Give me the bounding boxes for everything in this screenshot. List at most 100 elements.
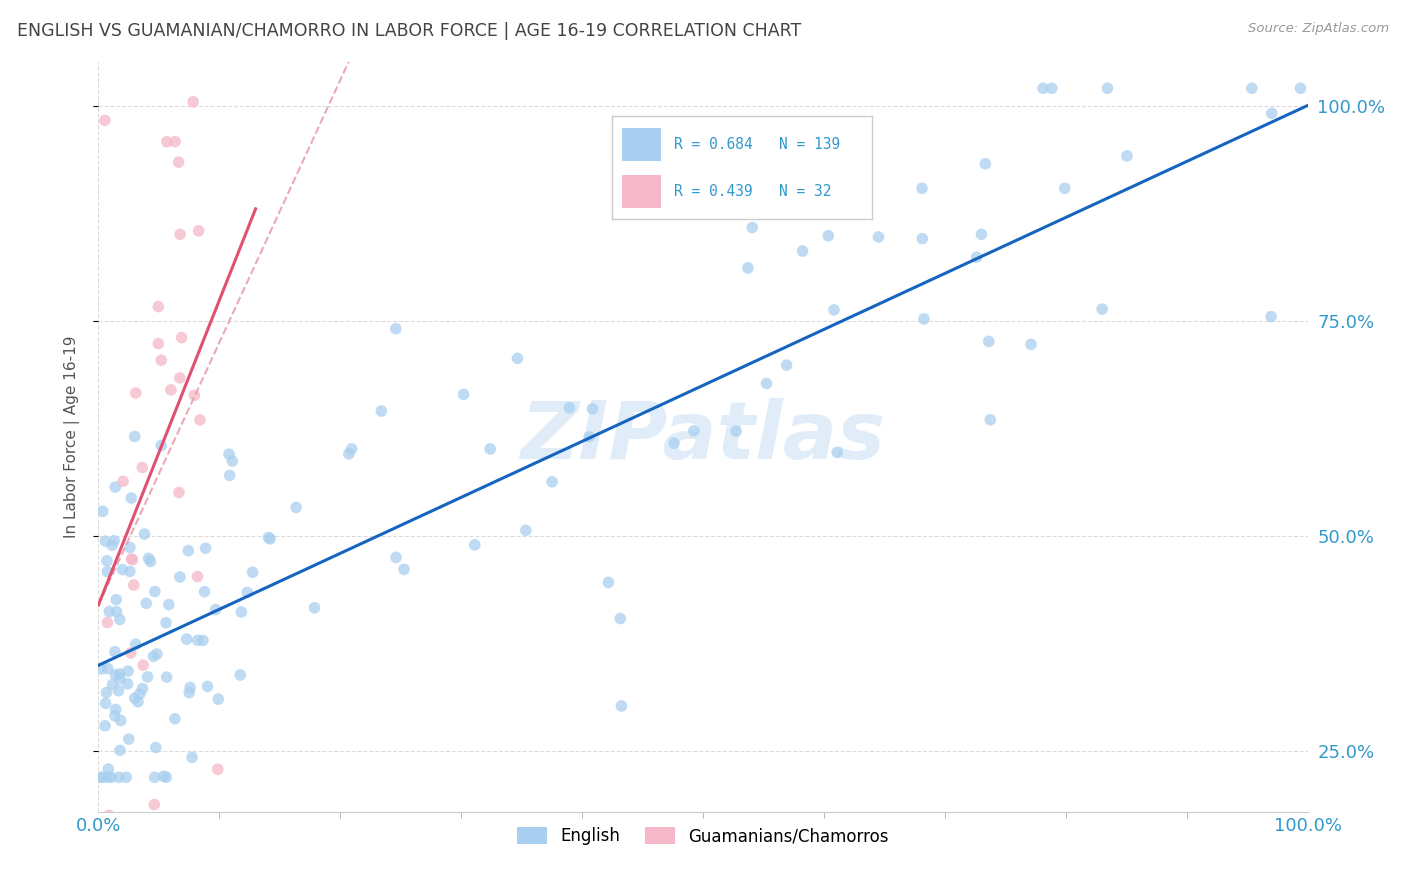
Point bbox=[911, 232, 934, 246]
Point bbox=[1040, 81, 1063, 95]
Point bbox=[127, 695, 149, 709]
Point bbox=[259, 532, 281, 546]
Point bbox=[160, 383, 183, 397]
Point bbox=[146, 647, 169, 661]
Point bbox=[725, 424, 748, 438]
Point bbox=[187, 224, 209, 238]
Point bbox=[598, 575, 620, 590]
Point bbox=[89, 770, 111, 784]
Y-axis label: In Labor Force | Age 16-19: In Labor Force | Age 16-19 bbox=[65, 335, 80, 539]
Point bbox=[741, 220, 763, 235]
Point bbox=[823, 302, 845, 317]
Point bbox=[385, 322, 408, 336]
Point bbox=[100, 770, 122, 784]
Point bbox=[1053, 181, 1076, 195]
Point bbox=[825, 445, 848, 459]
Point bbox=[108, 770, 131, 784]
Point bbox=[150, 438, 173, 452]
Point bbox=[156, 670, 179, 684]
Point bbox=[128, 687, 150, 701]
Point bbox=[121, 552, 143, 566]
Point bbox=[118, 565, 141, 579]
Point bbox=[236, 585, 259, 599]
Point bbox=[581, 401, 603, 416]
Point bbox=[118, 541, 141, 555]
Point bbox=[221, 454, 243, 468]
Point bbox=[179, 686, 201, 700]
Point bbox=[134, 527, 156, 541]
Text: Source: ZipAtlas.com: Source: ZipAtlas.com bbox=[1249, 22, 1389, 36]
Point bbox=[118, 732, 141, 747]
Point bbox=[125, 637, 148, 651]
Point bbox=[170, 331, 193, 345]
Point bbox=[183, 388, 205, 402]
Point bbox=[131, 460, 153, 475]
Point bbox=[156, 135, 179, 149]
Point bbox=[91, 504, 114, 518]
Point bbox=[558, 401, 581, 415]
Point bbox=[117, 677, 139, 691]
Point bbox=[392, 562, 415, 576]
Point bbox=[101, 677, 124, 691]
Point bbox=[977, 334, 1000, 349]
Point bbox=[104, 667, 127, 681]
Point bbox=[148, 336, 170, 351]
Point bbox=[207, 692, 229, 706]
Point bbox=[610, 698, 633, 713]
Point bbox=[163, 712, 186, 726]
Point bbox=[187, 633, 209, 648]
Point bbox=[167, 485, 190, 500]
Point bbox=[207, 762, 229, 776]
Point bbox=[124, 691, 146, 706]
Point bbox=[778, 204, 800, 219]
Point bbox=[169, 371, 191, 385]
Point bbox=[737, 260, 759, 275]
Point bbox=[257, 531, 280, 545]
Point bbox=[683, 424, 706, 438]
Point bbox=[370, 404, 392, 418]
Point bbox=[811, 154, 834, 169]
Text: R = 0.684   N = 139: R = 0.684 N = 139 bbox=[673, 137, 841, 153]
Point bbox=[912, 312, 935, 326]
FancyBboxPatch shape bbox=[621, 176, 661, 208]
Point bbox=[155, 615, 177, 630]
Point bbox=[1240, 81, 1263, 95]
Point bbox=[911, 181, 934, 195]
Point bbox=[657, 158, 679, 172]
Point bbox=[117, 664, 139, 678]
Point bbox=[188, 413, 211, 427]
Point bbox=[111, 563, 134, 577]
Point bbox=[340, 442, 363, 456]
Point bbox=[108, 667, 131, 681]
Point bbox=[169, 227, 191, 242]
Point bbox=[143, 770, 166, 784]
Point bbox=[242, 566, 264, 580]
Point bbox=[970, 227, 993, 242]
Point bbox=[96, 685, 118, 699]
Point bbox=[104, 480, 127, 494]
Point bbox=[775, 358, 797, 372]
Point bbox=[304, 600, 326, 615]
Point bbox=[755, 376, 778, 391]
Point bbox=[124, 429, 146, 443]
Point bbox=[107, 683, 129, 698]
Point bbox=[96, 615, 118, 630]
Point bbox=[1260, 310, 1282, 324]
Point bbox=[97, 770, 120, 784]
Point bbox=[115, 770, 138, 784]
Point bbox=[193, 584, 215, 599]
Point bbox=[974, 157, 997, 171]
Point bbox=[120, 646, 142, 660]
Point bbox=[155, 770, 177, 784]
Point bbox=[979, 413, 1001, 427]
Text: R = 0.439   N = 32: R = 0.439 N = 32 bbox=[673, 185, 831, 200]
Point bbox=[1097, 81, 1119, 95]
Point bbox=[197, 680, 219, 694]
Point bbox=[138, 551, 160, 566]
Point bbox=[104, 702, 127, 716]
Point bbox=[1091, 302, 1114, 317]
Point bbox=[285, 500, 308, 515]
Point bbox=[104, 708, 127, 723]
Point bbox=[142, 649, 165, 664]
Point bbox=[200, 844, 222, 858]
